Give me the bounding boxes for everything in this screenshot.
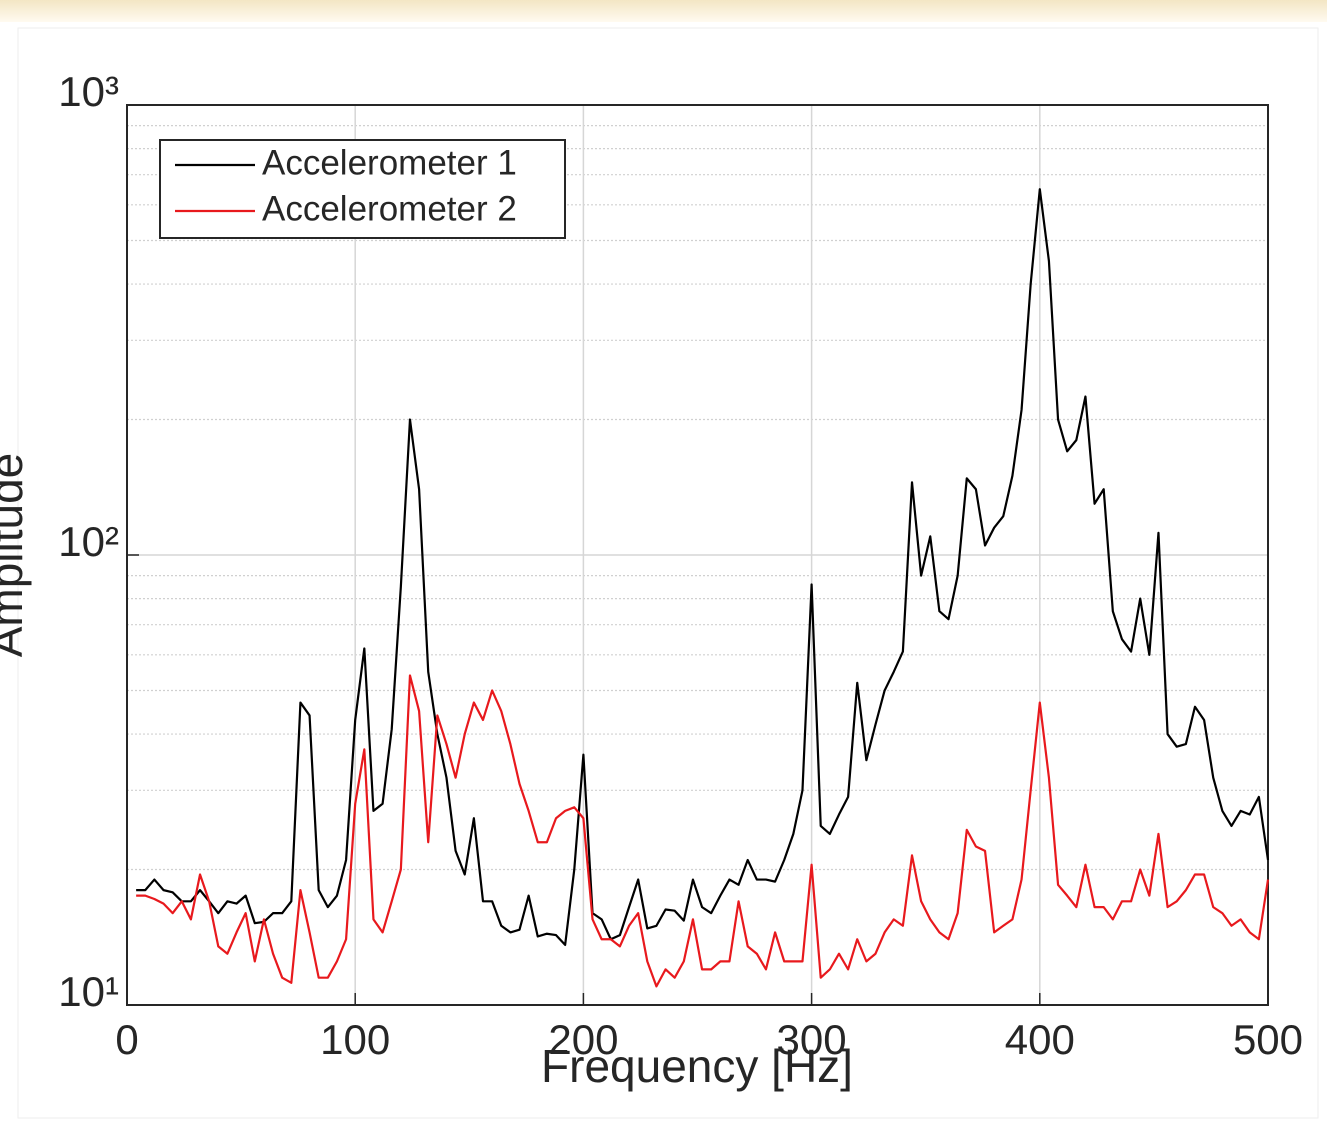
data-line: [136, 188, 1270, 947]
data-line: [136, 674, 1270, 988]
x-tick-label: 100: [320, 1016, 390, 1063]
y-tick-label: 10²: [58, 518, 119, 565]
x-tick-label: 500: [1233, 1016, 1303, 1063]
legend-label: Accelerometer 1: [262, 143, 517, 182]
top-strip: [0, 0, 1327, 22]
x-axis-label: Frequency [Hz]: [541, 1040, 853, 1092]
x-tick-label: 200: [548, 1016, 618, 1063]
legend-label: Accelerometer 2: [262, 189, 517, 228]
legend-box: [159, 139, 566, 239]
x-tick-label: 400: [1005, 1016, 1075, 1063]
y-tick-label: 10¹: [58, 968, 119, 1015]
x-tick-label: 300: [777, 1016, 847, 1063]
y-tick-label: 10³: [58, 68, 119, 115]
x-tick-label: 0: [115, 1016, 138, 1063]
y-axis-label: Amplitude: [0, 453, 32, 658]
plot-frame: [126, 104, 1269, 1006]
